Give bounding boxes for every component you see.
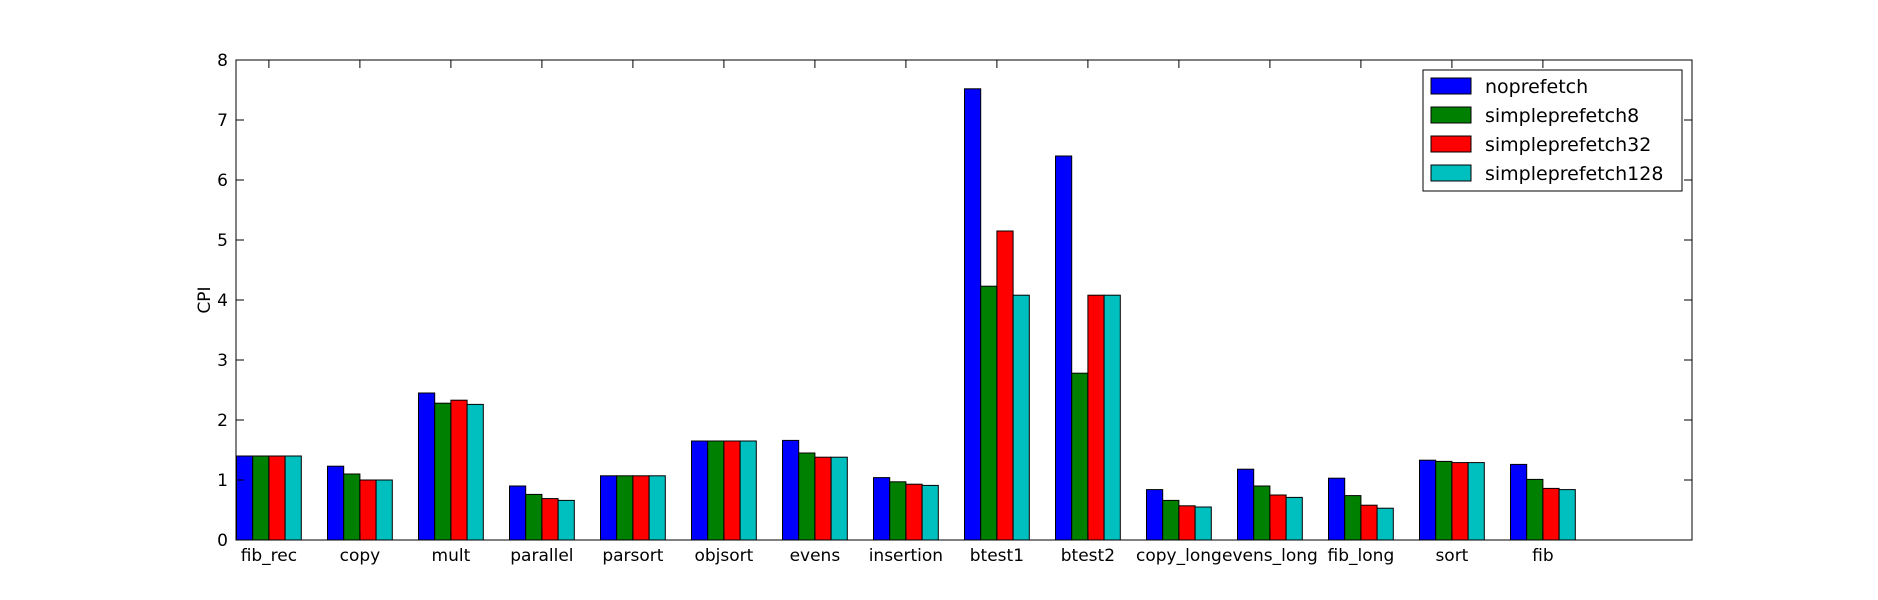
bars-group xyxy=(236,88,1576,541)
x-tick-label-fib_rec: fib_rec xyxy=(241,546,297,566)
legend-label-noprefetch: noprefetch xyxy=(1485,76,1588,98)
y-tick-label-1: 1 xyxy=(217,471,228,491)
bar-parallel-simpleprefetch8 xyxy=(525,493,543,541)
bar-fib-simpleprefetch8 xyxy=(1526,478,1544,541)
ticks-group: 0 1 2 3 4 5 6 7 8 fib_rec copy mult parallel parsort o… xyxy=(217,51,1692,566)
bar-copy-noprefetch xyxy=(327,465,345,541)
bar-fib_rec-simpleprefetch8 xyxy=(252,455,270,541)
bar-fib-simpleprefetch128 xyxy=(1558,489,1576,541)
bar-sort-simpleprefetch32 xyxy=(1451,462,1469,541)
y-tick-label-6: 6 xyxy=(217,171,228,191)
bar-copy-simpleprefetch8 xyxy=(343,473,361,541)
legend: noprefetch simpleprefetch8 simpleprefetch3… xyxy=(1422,69,1683,192)
bar-fib_rec-simpleprefetch128 xyxy=(284,455,302,541)
bar-btest1-simpleprefetch128 xyxy=(1012,294,1030,541)
bar-parsort-simpleprefetch128 xyxy=(648,475,666,541)
x-tick-label-objsort: objsort xyxy=(694,546,753,566)
x-tick-label-parsort: parsort xyxy=(602,546,663,566)
bar-btest1-noprefetch xyxy=(964,88,982,541)
bar-parsort-simpleprefetch8 xyxy=(616,475,634,541)
x-tick-label-insertion: insertion xyxy=(869,546,943,566)
bar-evens-simpleprefetch8 xyxy=(798,452,816,541)
x-tick-label-mult: mult xyxy=(432,546,471,566)
bar-sort-simpleprefetch128 xyxy=(1467,462,1485,541)
x-tick-label-parallel: parallel xyxy=(510,546,573,566)
bar-objsort-simpleprefetch32 xyxy=(723,440,741,541)
bar-btest2-simpleprefetch128 xyxy=(1103,294,1121,541)
bar-parallel-simpleprefetch32 xyxy=(541,498,559,541)
bar-copy_long-noprefetch xyxy=(1146,489,1164,541)
plot-frame xyxy=(235,59,1693,541)
bar-mult-noprefetch xyxy=(418,392,436,541)
bar-insertion-simpleprefetch128 xyxy=(921,484,939,541)
bar-fib_long-simpleprefetch8 xyxy=(1344,495,1362,541)
bar-parallel-noprefetch xyxy=(509,485,527,541)
bar-parsort-simpleprefetch32 xyxy=(632,475,650,541)
bar-objsort-simpleprefetch8 xyxy=(707,440,725,541)
x-tick-label-evens: evens xyxy=(790,546,841,566)
bar-btest2-simpleprefetch32 xyxy=(1087,294,1105,541)
bar-parallel-simpleprefetch128 xyxy=(557,499,575,541)
x-tick-label-copy: copy xyxy=(340,546,381,566)
bar-fib_long-simpleprefetch128 xyxy=(1376,507,1394,541)
bar-mult-simpleprefetch32 xyxy=(450,399,468,541)
bar-sort-simpleprefetch8 xyxy=(1435,460,1453,541)
y-tick-label-7: 7 xyxy=(217,111,228,131)
bar-mult-simpleprefetch128 xyxy=(466,403,484,541)
y-axis-label: CPI xyxy=(195,286,215,313)
bar-sort-noprefetch xyxy=(1419,459,1437,541)
bar-btest2-simpleprefetch8 xyxy=(1071,372,1089,541)
bar-copy_long-simpleprefetch32 xyxy=(1178,505,1196,541)
bar-btest1-simpleprefetch8 xyxy=(980,285,998,541)
bar-evens_long-noprefetch xyxy=(1237,468,1255,541)
bar-insertion-noprefetch xyxy=(873,477,891,541)
y-tick-label-0: 0 xyxy=(217,531,228,551)
legend-swatch-simpleprefetch128 xyxy=(1430,164,1472,182)
x-tick-label-copy_long: copy_long xyxy=(1136,546,1222,566)
bar-evens-noprefetch xyxy=(782,439,800,541)
bar-fib-noprefetch xyxy=(1510,463,1528,541)
legend-swatch-noprefetch xyxy=(1430,77,1472,95)
bar-btest2-noprefetch xyxy=(1055,155,1073,541)
y-tick-label-2: 2 xyxy=(217,411,228,431)
bar-evens-simpleprefetch128 xyxy=(830,456,848,541)
legend-swatch-simpleprefetch32 xyxy=(1430,135,1472,153)
bar-fib_long-simpleprefetch32 xyxy=(1360,504,1378,541)
bar-insertion-simpleprefetch32 xyxy=(905,483,923,541)
legend-swatch-simpleprefetch8 xyxy=(1430,106,1472,124)
bar-fib_rec-noprefetch xyxy=(236,455,254,541)
x-tick-label-btest1: btest1 xyxy=(970,546,1024,566)
y-tick-label-4: 4 xyxy=(217,291,228,311)
legend-label-simpleprefetch8: simpleprefetch8 xyxy=(1485,105,1639,127)
legend-label-simpleprefetch128: simpleprefetch128 xyxy=(1485,163,1663,185)
bar-btest1-simpleprefetch32 xyxy=(996,230,1014,541)
bar-copy-simpleprefetch32 xyxy=(359,479,377,541)
y-tick-label-8: 8 xyxy=(217,51,228,71)
x-tick-label-sort: sort xyxy=(1435,546,1468,566)
bar-mult-simpleprefetch8 xyxy=(434,402,452,541)
y-tick-label-3: 3 xyxy=(217,351,228,371)
bar-fib-simpleprefetch32 xyxy=(1542,487,1560,541)
bar-evens_long-simpleprefetch8 xyxy=(1253,485,1271,541)
bar-evens-simpleprefetch32 xyxy=(814,456,832,541)
x-tick-label-evens_long: evens_long xyxy=(1222,546,1318,566)
y-tick-label-5: 5 xyxy=(217,231,228,251)
bar-fib_long-noprefetch xyxy=(1328,477,1346,541)
bar-evens_long-simpleprefetch128 xyxy=(1285,496,1303,541)
bar-fib_rec-simpleprefetch32 xyxy=(268,455,286,541)
bar-objsort-noprefetch xyxy=(691,440,709,541)
bar-copy_long-simpleprefetch128 xyxy=(1194,506,1212,541)
x-tick-label-fib_long: fib_long xyxy=(1328,546,1395,566)
x-tick-label-btest2: btest2 xyxy=(1061,546,1115,566)
bar-insertion-simpleprefetch8 xyxy=(889,481,907,541)
bar-evens_long-simpleprefetch32 xyxy=(1269,494,1287,541)
bar-copy-simpleprefetch128 xyxy=(375,479,393,541)
bar-parsort-noprefetch xyxy=(600,475,618,541)
bar-objsort-simpleprefetch128 xyxy=(739,440,757,541)
x-tick-label-fib: fib xyxy=(1532,546,1554,566)
bar-copy_long-simpleprefetch8 xyxy=(1162,499,1180,541)
legend-label-simpleprefetch32: simpleprefetch32 xyxy=(1485,134,1651,156)
